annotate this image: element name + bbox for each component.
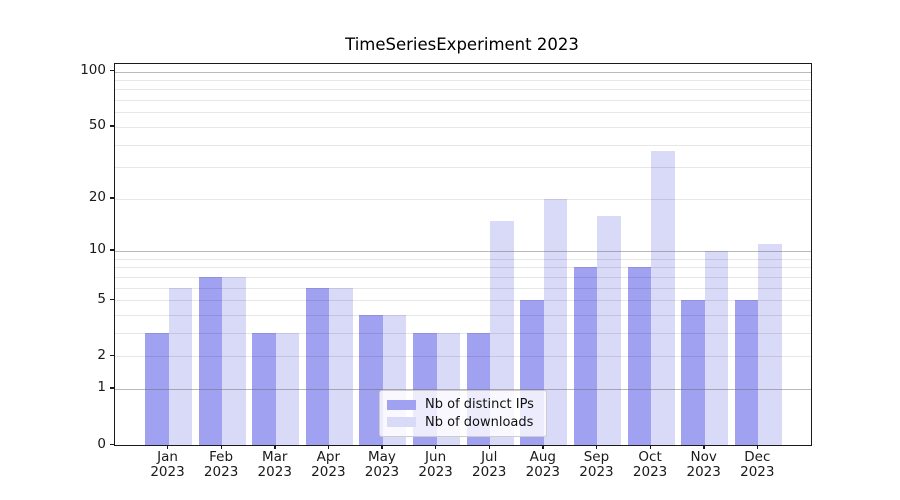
bar-downloads-nov xyxy=(704,251,729,445)
x-tick-mark xyxy=(435,445,437,449)
x-tick-mark xyxy=(167,445,169,449)
x-tick-mark xyxy=(220,445,222,449)
y-tick-mark xyxy=(110,354,114,356)
gridline-minor xyxy=(115,126,811,128)
y-tick-label: 0 xyxy=(97,435,106,452)
bar-downloads-apr xyxy=(329,287,353,445)
legend-entry-distinct-ips: Nb of distinct IPs xyxy=(387,397,539,412)
x-tick-mark xyxy=(756,445,759,449)
gridline-minor xyxy=(115,144,811,146)
gridline-major xyxy=(115,71,811,73)
gridline-minor xyxy=(115,258,811,260)
bar-distinct-ips-nov xyxy=(681,300,705,445)
y-tick-label: 100 xyxy=(80,62,106,79)
gridline-minor xyxy=(115,267,811,269)
legend-swatch-distinct-ips xyxy=(387,399,416,410)
bar-downloads-dec xyxy=(758,243,782,445)
y-tick-label: 1 xyxy=(97,379,106,396)
bar-distinct-ips-oct xyxy=(627,267,652,445)
bar-distinct-ips-sep xyxy=(573,267,598,445)
x-tick-mark xyxy=(649,445,651,449)
gridline-minor xyxy=(115,314,811,316)
x-tick-mark xyxy=(542,445,544,449)
bar-distinct-ips-dec xyxy=(734,300,759,445)
gridline-minor xyxy=(115,100,811,102)
x-tick-label-dec: Dec 2023 xyxy=(740,449,775,480)
gridline-major xyxy=(115,250,811,252)
x-tick-label-aug: Aug 2023 xyxy=(525,449,560,480)
gridline-minor xyxy=(115,300,811,302)
bar-distinct-ips-jan xyxy=(145,332,169,445)
x-tick-mark xyxy=(327,445,330,449)
y-tick-mark xyxy=(110,70,114,72)
y-tick-mark xyxy=(110,387,114,389)
y-tick-label: 50 xyxy=(88,117,106,134)
grid-layer xyxy=(115,64,811,445)
x-tick-mark xyxy=(703,445,705,449)
bar-downloads-sep xyxy=(597,215,621,445)
y-tick-mark xyxy=(110,249,114,251)
x-tick-mark xyxy=(488,445,491,449)
gridline-minor xyxy=(115,80,811,82)
bar-distinct-ips-apr xyxy=(305,287,330,445)
y-tick-mark xyxy=(110,125,114,127)
bar-downloads-oct xyxy=(651,150,675,445)
bar-downloads-jan xyxy=(168,287,192,445)
bar-distinct-ips-mar xyxy=(252,332,276,445)
gridline-minor xyxy=(115,198,811,200)
legend-entry-downloads: Nb of downloads xyxy=(387,415,539,430)
gridline-minor xyxy=(115,89,811,91)
x-tick-mark xyxy=(595,445,598,449)
plot-area: Nb of distinct IPs Nb of downloads xyxy=(114,63,812,446)
gridline-minor xyxy=(115,167,811,169)
y-tick-mark xyxy=(110,443,114,445)
y-tick-label: 5 xyxy=(97,290,106,307)
bar-downloads-aug xyxy=(543,198,568,445)
x-tick-label-jul: Jul 2023 xyxy=(472,449,507,480)
legend-label-downloads: Nb of downloads xyxy=(425,414,534,430)
x-tick-label-may: May 2023 xyxy=(364,449,400,480)
gridline-minor xyxy=(115,332,811,334)
bar-downloads-mar xyxy=(275,332,300,445)
bar-downloads-feb xyxy=(222,276,246,445)
y-tick-mark xyxy=(110,197,114,199)
x-tick-label-sep: Sep 2023 xyxy=(579,449,614,480)
gridline-minor xyxy=(115,276,811,278)
legend: Nb of distinct IPs Nb of downloads xyxy=(379,390,547,437)
bar-distinct-ips-may xyxy=(359,314,383,445)
gridline-minor xyxy=(115,356,811,358)
legend-label-distinct-ips: Nb of distinct IPs xyxy=(425,397,534,413)
x-tick-label-apr: Apr 2023 xyxy=(311,449,346,480)
x-tick-mark xyxy=(381,445,383,449)
gridline-minor xyxy=(115,112,811,114)
chart-title: TimeSeriesExperiment 2023 xyxy=(345,35,579,54)
legend-swatch-downloads xyxy=(387,417,416,428)
y-tick-label: 10 xyxy=(88,241,106,258)
x-tick-label-jun: Jun 2023 xyxy=(418,449,453,480)
x-tick-label-mar: Mar 2023 xyxy=(257,449,292,480)
gridline-major xyxy=(115,388,811,390)
x-tick-label-jan: Jan 2023 xyxy=(150,449,185,480)
bar-distinct-ips-feb xyxy=(198,276,223,445)
y-tick-label: 20 xyxy=(88,189,106,206)
x-tick-mark xyxy=(274,445,276,449)
y-tick-label: 2 xyxy=(97,346,106,363)
y-tick-mark xyxy=(110,298,114,300)
bar-downloads-jul xyxy=(490,220,514,445)
x-tick-label-nov: Nov 2023 xyxy=(686,449,721,480)
x-tick-label-feb: Feb 2023 xyxy=(203,449,239,480)
x-tick-label-oct: Oct 2023 xyxy=(632,449,668,480)
gridline-minor xyxy=(115,287,811,289)
